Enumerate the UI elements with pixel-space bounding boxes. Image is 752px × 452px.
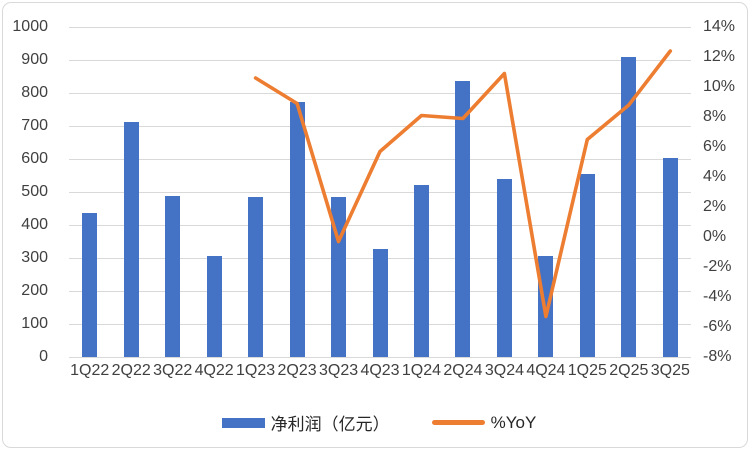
yoy-line xyxy=(253,49,673,319)
gridline xyxy=(69,225,691,226)
secondary-axis-tick-label: 10% xyxy=(703,78,736,95)
yoy-line-layer xyxy=(253,49,673,319)
bar-slot xyxy=(484,27,525,357)
bar-2Q25 xyxy=(621,57,637,357)
bar-slot xyxy=(608,27,649,357)
secondary-axis-tick-label: -4% xyxy=(703,288,732,305)
x-axis-label: 3Q24 xyxy=(484,362,524,379)
x-axis-label: 3Q22 xyxy=(153,362,193,379)
bar-4Q23 xyxy=(372,249,388,357)
gridline xyxy=(69,93,691,94)
legend: 净利润（亿元） %YoY xyxy=(3,410,752,435)
gridline xyxy=(69,60,691,61)
bar-series xyxy=(69,27,691,357)
bar-slot xyxy=(110,27,151,357)
x-axis-label: 2Q22 xyxy=(111,362,151,379)
bar-3Q24 xyxy=(496,179,512,357)
bar-slot xyxy=(442,27,483,357)
y-axis-tick-label: 300 xyxy=(21,249,48,266)
secondary-axis-tick-label: 14% xyxy=(703,18,736,35)
bar-series-label: 净利润（亿元） xyxy=(270,415,390,434)
bar-1Q24 xyxy=(413,184,429,357)
bar-2Q22 xyxy=(123,122,139,357)
x-axis-label: 4Q24 xyxy=(526,362,566,379)
bar-slot xyxy=(193,27,234,357)
bar-slot xyxy=(69,27,110,357)
bar-1Q23 xyxy=(248,197,264,357)
x-axis-label: 3Q23 xyxy=(318,362,359,379)
secondary-axis-tick-label: 2% xyxy=(703,198,727,215)
y-axis-tick-label: 1000 xyxy=(12,18,48,35)
x-axis-label: 1Q23 xyxy=(236,362,276,379)
line-series-swatch-icon xyxy=(431,420,485,425)
bar-1Q25 xyxy=(579,173,595,357)
y-axis-tick-label: 500 xyxy=(21,183,48,200)
gridline xyxy=(69,357,691,358)
y-axis-tick-label: 100 xyxy=(21,315,48,332)
secondary-axis-tick-label: 6% xyxy=(703,138,727,155)
legend-item-net-profit: 净利润（亿元） xyxy=(221,410,390,435)
bar-series-swatch-icon xyxy=(221,417,265,428)
bar-3Q22 xyxy=(165,196,181,357)
x-axis-label: 4Q22 xyxy=(194,362,234,379)
secondary-axis-tick-label: -6% xyxy=(703,318,732,335)
bar-slot xyxy=(152,27,193,357)
x-axis-label: 1Q25 xyxy=(567,362,607,379)
secondary-axis-tick-label: 12% xyxy=(703,48,736,65)
bar-2Q23 xyxy=(289,102,305,357)
y-axis-tick-label: 400 xyxy=(21,216,48,233)
bar-slot xyxy=(567,27,608,357)
line-series-label: %YoY xyxy=(490,412,537,432)
x-axis-label: 3Q25 xyxy=(650,362,690,379)
bar-3Q25 xyxy=(662,158,678,357)
bar-4Q22 xyxy=(206,255,222,357)
plot-area xyxy=(69,27,691,358)
x-axis-label: 2Q25 xyxy=(609,362,649,379)
bar-slot xyxy=(235,27,276,357)
gridline xyxy=(69,126,691,127)
bar-slot xyxy=(359,27,400,357)
y-axis-tick-label: 900 xyxy=(21,51,48,68)
bar-slot xyxy=(276,27,317,357)
gridline xyxy=(69,27,691,28)
legend-item-yoy: %YoY xyxy=(431,412,537,433)
gridline xyxy=(69,159,691,160)
x-axis-label: 2Q24 xyxy=(443,362,483,379)
gridline xyxy=(69,192,691,193)
y-axis-tick-label: 200 xyxy=(21,282,48,299)
secondary-axis-tick-label: 0% xyxy=(703,228,727,245)
secondary-axis-tick-label: -8% xyxy=(703,348,732,365)
x-axis-label: 1Q22 xyxy=(70,362,110,379)
x-axis-labels: 1Q22 2Q22 3Q22 4Q22 1Q23 2Q23 3Q23 4Q23 1Q24 2Q24… xyxy=(69,362,691,380)
x-axis-label: 2Q23 xyxy=(277,362,317,379)
x-axis-label: 1Q24 xyxy=(401,362,442,379)
y-axis-tick-label: 700 xyxy=(21,117,48,134)
x-axis-label: 4Q23 xyxy=(360,362,400,379)
bar-1Q22 xyxy=(82,213,98,357)
secondary-axis-tick-label: 8% xyxy=(703,108,727,125)
secondary-axis-tick-label: 4% xyxy=(703,168,727,185)
y-axis-tick-label: 800 xyxy=(21,84,48,101)
y-axis-tick-label: 600 xyxy=(21,150,48,167)
bar-2Q24 xyxy=(455,81,471,357)
bar-slot xyxy=(650,27,691,357)
chart-frame: 1000 900 800 700 600 500 400 300 200 100 0 14% 12% 1… xyxy=(2,2,748,448)
bar-slot xyxy=(401,27,442,357)
secondary-axis-tick-label: -2% xyxy=(703,258,732,275)
y-axis-tick-label: 0 xyxy=(39,348,48,365)
